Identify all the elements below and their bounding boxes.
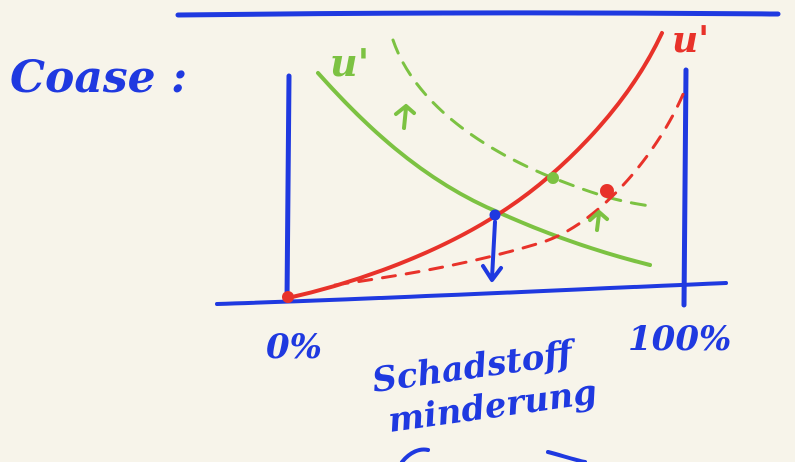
page-title: Coase :	[10, 52, 187, 103]
left-axis	[284, 73, 292, 303]
red-curve-label: u'	[672, 19, 709, 61]
right-axis	[681, 67, 689, 308]
green-shifted-dashed-curve	[391, 38, 652, 208]
green-shift-arrow-up	[394, 104, 416, 130]
tick-label-100-percent: 100%	[628, 319, 731, 359]
intersection-point	[489, 209, 501, 221]
green-marginal-curve	[316, 71, 652, 267]
top-separator-line	[175, 10, 781, 18]
green-shifted-intersection-point	[547, 172, 559, 184]
red-shifted-dashed-curve	[333, 90, 686, 287]
green-shift-arrow-lower	[588, 210, 609, 232]
blue-down-arrow	[481, 220, 503, 282]
origin-point	[282, 291, 294, 303]
bottom-partial-stroke-right	[546, 450, 587, 462]
bottom-partial-stroke-left	[400, 447, 430, 462]
red-dashed-point	[600, 184, 614, 198]
green-curve-label: u'	[330, 40, 369, 85]
x-axis	[215, 281, 728, 306]
tick-label-0-percent: 0%	[266, 327, 322, 367]
